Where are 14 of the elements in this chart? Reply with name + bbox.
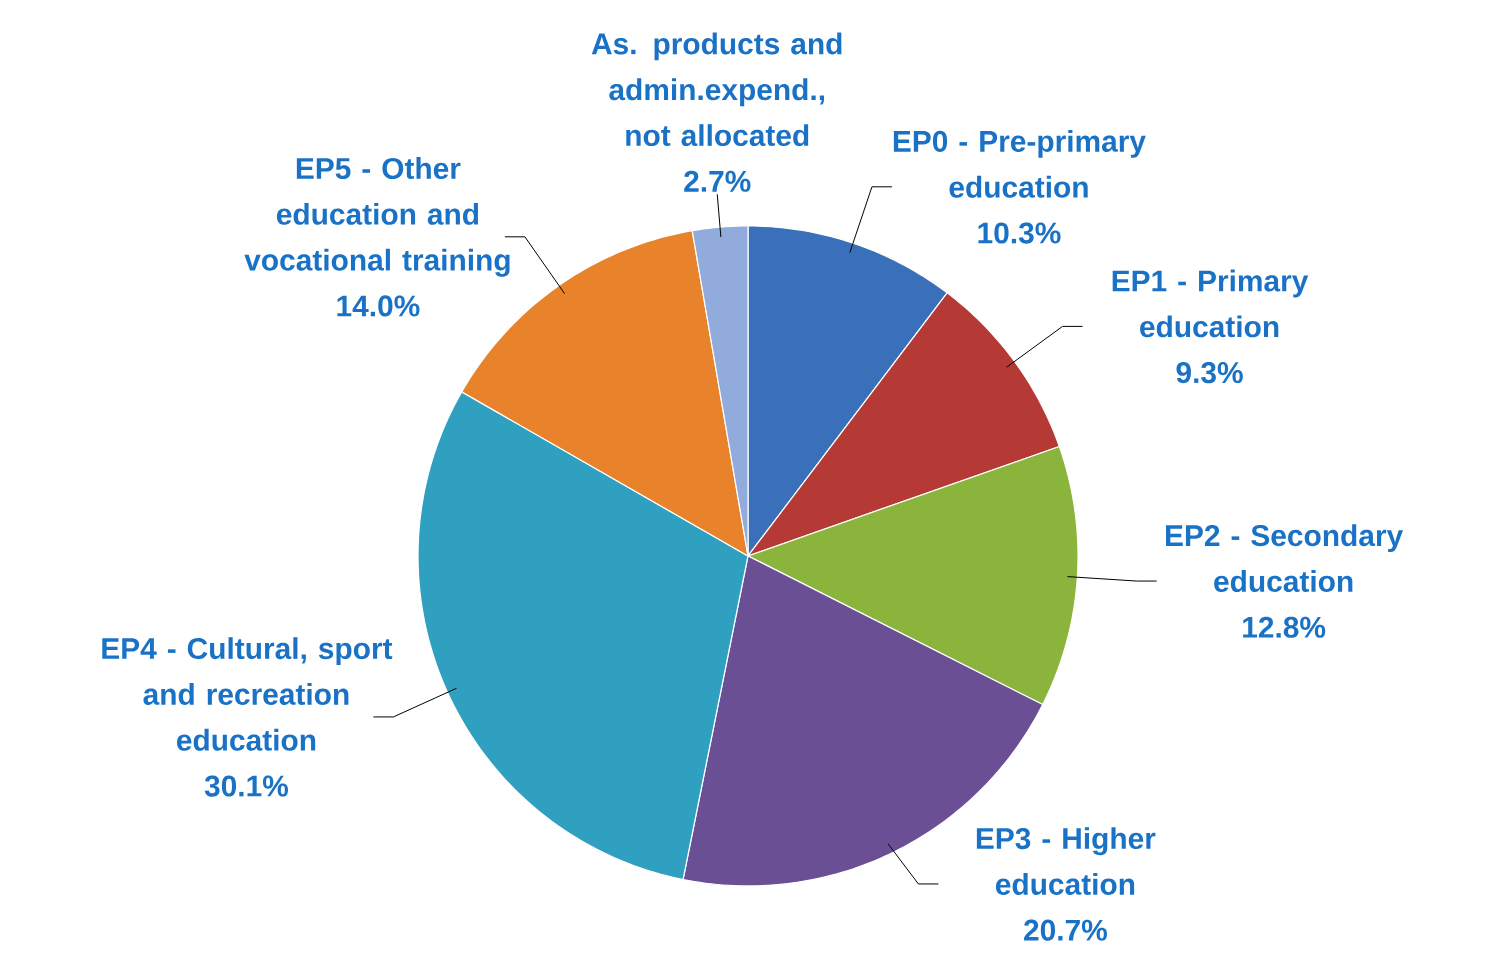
slice-label: EP3 - Higher education xyxy=(976,827,1156,895)
slice-label: EP5 - Other education and vocational training xyxy=(244,157,510,277)
data-label: 20.7% xyxy=(1024,919,1107,941)
slice-label: As. products and admin.expend., not allocated xyxy=(591,32,842,147)
slice-label: EP2 - Secondary education xyxy=(1166,524,1404,593)
data-label: 9.3% xyxy=(1176,362,1243,384)
data-label: 10.3% xyxy=(978,222,1061,244)
slice-label: EP0 - Pre-primary education xyxy=(893,130,1146,198)
data-label: 2.7% xyxy=(684,170,751,192)
data-label: 30.1% xyxy=(204,775,288,797)
slice-label: EP4 - Cultural, sport and recreation education xyxy=(102,637,393,751)
slice-label: EP1 - Primary education xyxy=(1112,269,1309,338)
data-label: 14.0% xyxy=(337,295,420,317)
data-label: 12.8% xyxy=(1243,616,1326,638)
